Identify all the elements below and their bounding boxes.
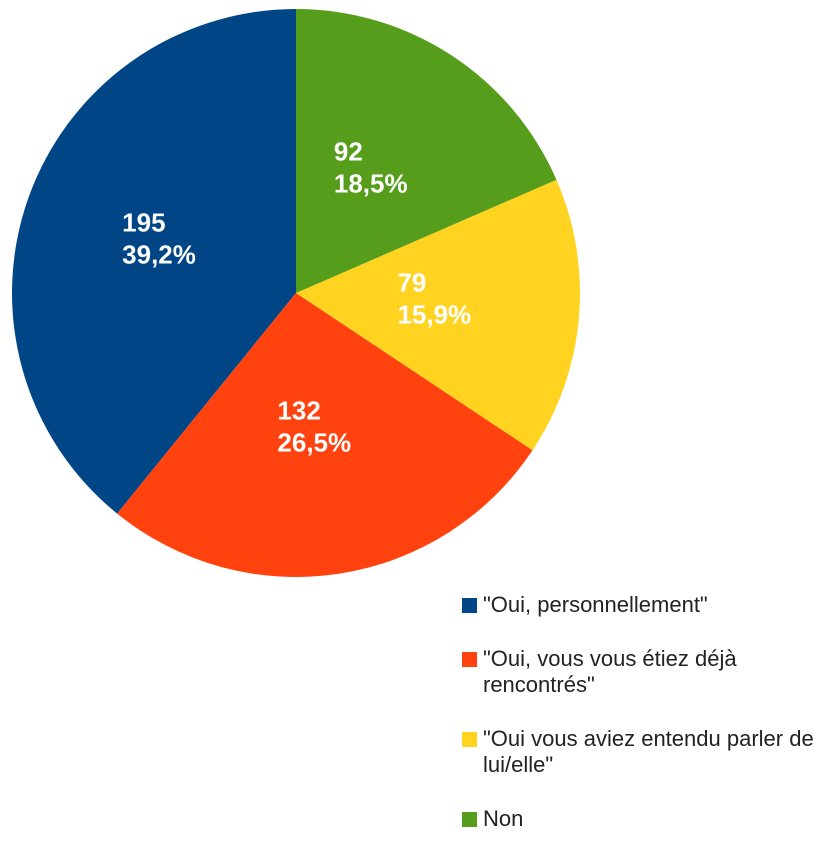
legend-line: "Oui, vous vous étiez déjà (483, 646, 737, 671)
value-label: 195 (122, 208, 165, 238)
legend-line: lui/elle" (483, 752, 553, 777)
legend-label: "Oui vous aviez entendu parler de lui/ell… (483, 726, 814, 777)
legend-swatch (462, 652, 477, 667)
legend-line: "Oui vous aviez entendu parler de (483, 726, 814, 751)
legend-line: "Oui, personnellement" (483, 592, 708, 617)
pie-slice (117, 293, 533, 577)
value-label: 92 (334, 136, 363, 166)
legend-swatch (462, 732, 477, 747)
value-label: 132 (277, 395, 320, 425)
percentage-label: 18,5% (334, 168, 408, 198)
percentage-label: 39,2% (122, 240, 196, 270)
pie-slice (296, 179, 580, 451)
legend-line: rencontrés" (483, 672, 595, 697)
legend-label: "Oui, personnellement" (483, 592, 708, 617)
percentage-label: 26,5% (277, 427, 351, 457)
legend-line: Non (483, 806, 523, 831)
legend-swatch (462, 598, 477, 613)
value-label: 79 (397, 268, 426, 298)
percentage-label: 15,9% (397, 300, 471, 330)
legend-label: Non (483, 806, 523, 831)
pie-slice (296, 9, 557, 293)
pie-slice (11, 9, 296, 514)
legend-label: "Oui, vous vous étiez déjà rencontrés" (483, 646, 737, 697)
legend-swatch (462, 812, 477, 827)
